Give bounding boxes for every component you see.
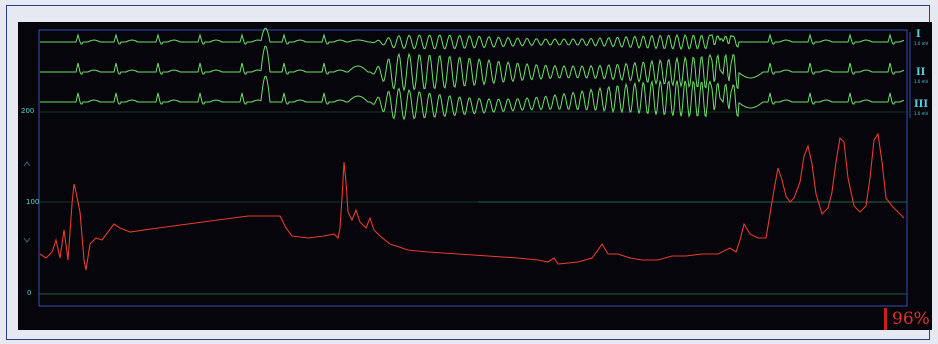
lead-sub-i: 1.0 mV bbox=[914, 41, 929, 46]
ecg-waveform-lead-1 bbox=[40, 27, 905, 51]
pressure-waveform bbox=[39, 132, 905, 271]
ecg-scale-label: 200 bbox=[21, 107, 35, 115]
scale-tick-up bbox=[23, 161, 31, 167]
lead-label-i: I bbox=[916, 29, 921, 40]
lead-sub-iii: 1.0 mV bbox=[914, 111, 929, 116]
lead-label-ii: II bbox=[916, 67, 926, 78]
monitor-display: 200 100 0 I 1.0 mV II 1.0 mV III 1.0 mV bbox=[18, 22, 932, 330]
pressure-scale-100: 100 bbox=[26, 198, 40, 206]
waveform-canvas bbox=[23, 27, 911, 307]
lead-label-iii: III bbox=[914, 99, 929, 110]
ecg-waveform-lead-2 bbox=[40, 45, 905, 92]
waveform-border bbox=[38, 29, 908, 307]
lead-sub-ii: 1.0 mV bbox=[914, 79, 929, 84]
spo2-value: 96% bbox=[892, 309, 930, 329]
pressure-scale-0: 0 bbox=[27, 289, 32, 297]
spo2-indicator-bar bbox=[884, 308, 887, 330]
scale-tick-down bbox=[23, 237, 31, 243]
ecg-waveform-lead-3 bbox=[40, 75, 905, 121]
